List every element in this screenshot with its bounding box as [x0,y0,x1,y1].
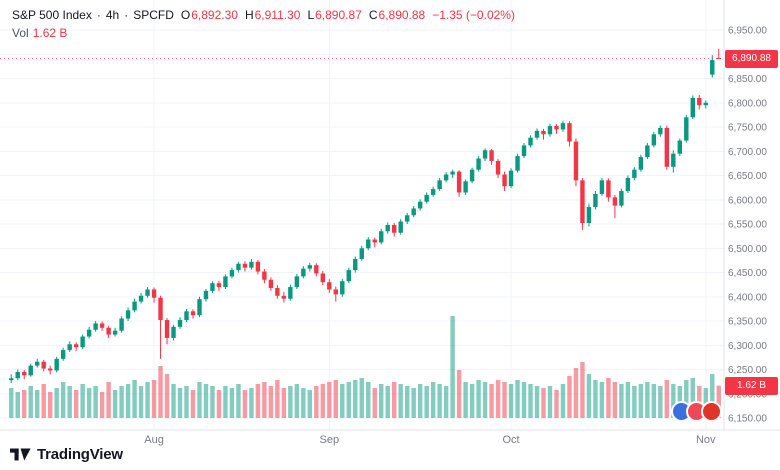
candles-layer [9,48,721,384]
last-price-badge: 6,890.88 [725,49,778,68]
brand-name: TradingView [37,446,123,463]
svg-text:6,300.00: 6,300.00 [728,341,767,352]
price-axis[interactable]: 6,950.006,900.006,850.006,800.006,750.00… [728,26,767,425]
last-volume-badge: 1.62 B [725,376,778,395]
svg-text:6,750.00: 6,750.00 [728,123,767,134]
close-readout: C6,890.88 [368,8,426,22]
svg-text:6,400.00: 6,400.00 [728,292,767,303]
svg-text:Nov: Nov [696,434,716,446]
exchange-label: SPCFD [133,8,174,22]
volume-layer [9,316,721,418]
change-readout: −1.35 (−0.02%) [432,8,515,22]
interval-label[interactable]: 4h [105,8,120,22]
svg-text:Sep: Sep [320,434,340,446]
symbol-name[interactable]: S&P 500 Index [12,8,92,22]
tradingview-logo-link[interactable]: TradingView [10,446,123,463]
chart-legend: S&P 500 Index · 4h · SPCFD O6,892.30 H6,… [12,8,515,22]
high-readout: H6,911.30 [244,8,301,22]
svg-text:Oct: Oct [502,434,519,446]
legend-separator: · [96,8,101,22]
time-axis[interactable]: Aug Sep Oct Nov [144,434,716,446]
svg-text:6,250.00: 6,250.00 [728,365,767,376]
volume-label: Vol [12,26,29,40]
svg-text:6,450.00: 6,450.00 [728,268,767,279]
svg-text:6,150.00: 6,150.00 [728,414,767,425]
svg-text:6,200.00: 6,200.00 [728,389,767,400]
reaction-avatar[interactable] [701,401,722,422]
svg-text:6,700.00: 6,700.00 [728,147,767,158]
svg-text:Aug: Aug [144,434,164,446]
volume-value: 1.62 B [32,26,68,40]
svg-text:6,350.00: 6,350.00 [728,317,767,328]
reaction-avatar-stack[interactable] [671,401,722,422]
legend-separator: · [124,8,129,22]
axis-frame [0,0,780,431]
volume-legend: Vol 1.62 B [12,26,67,40]
svg-text:6,600.00: 6,600.00 [728,195,767,206]
tradingview-icon [10,448,31,461]
open-readout: O6,892.30 [180,8,238,22]
svg-text:6,550.00: 6,550.00 [728,220,767,231]
svg-text:6,500.00: 6,500.00 [728,244,767,255]
svg-text:6,950.00: 6,950.00 [728,26,767,37]
svg-text:6,800.00: 6,800.00 [728,98,767,109]
low-readout: L6,890.87 [307,8,362,22]
svg-text:6,650.00: 6,650.00 [728,171,767,182]
svg-text:6,850.00: 6,850.00 [728,74,767,85]
